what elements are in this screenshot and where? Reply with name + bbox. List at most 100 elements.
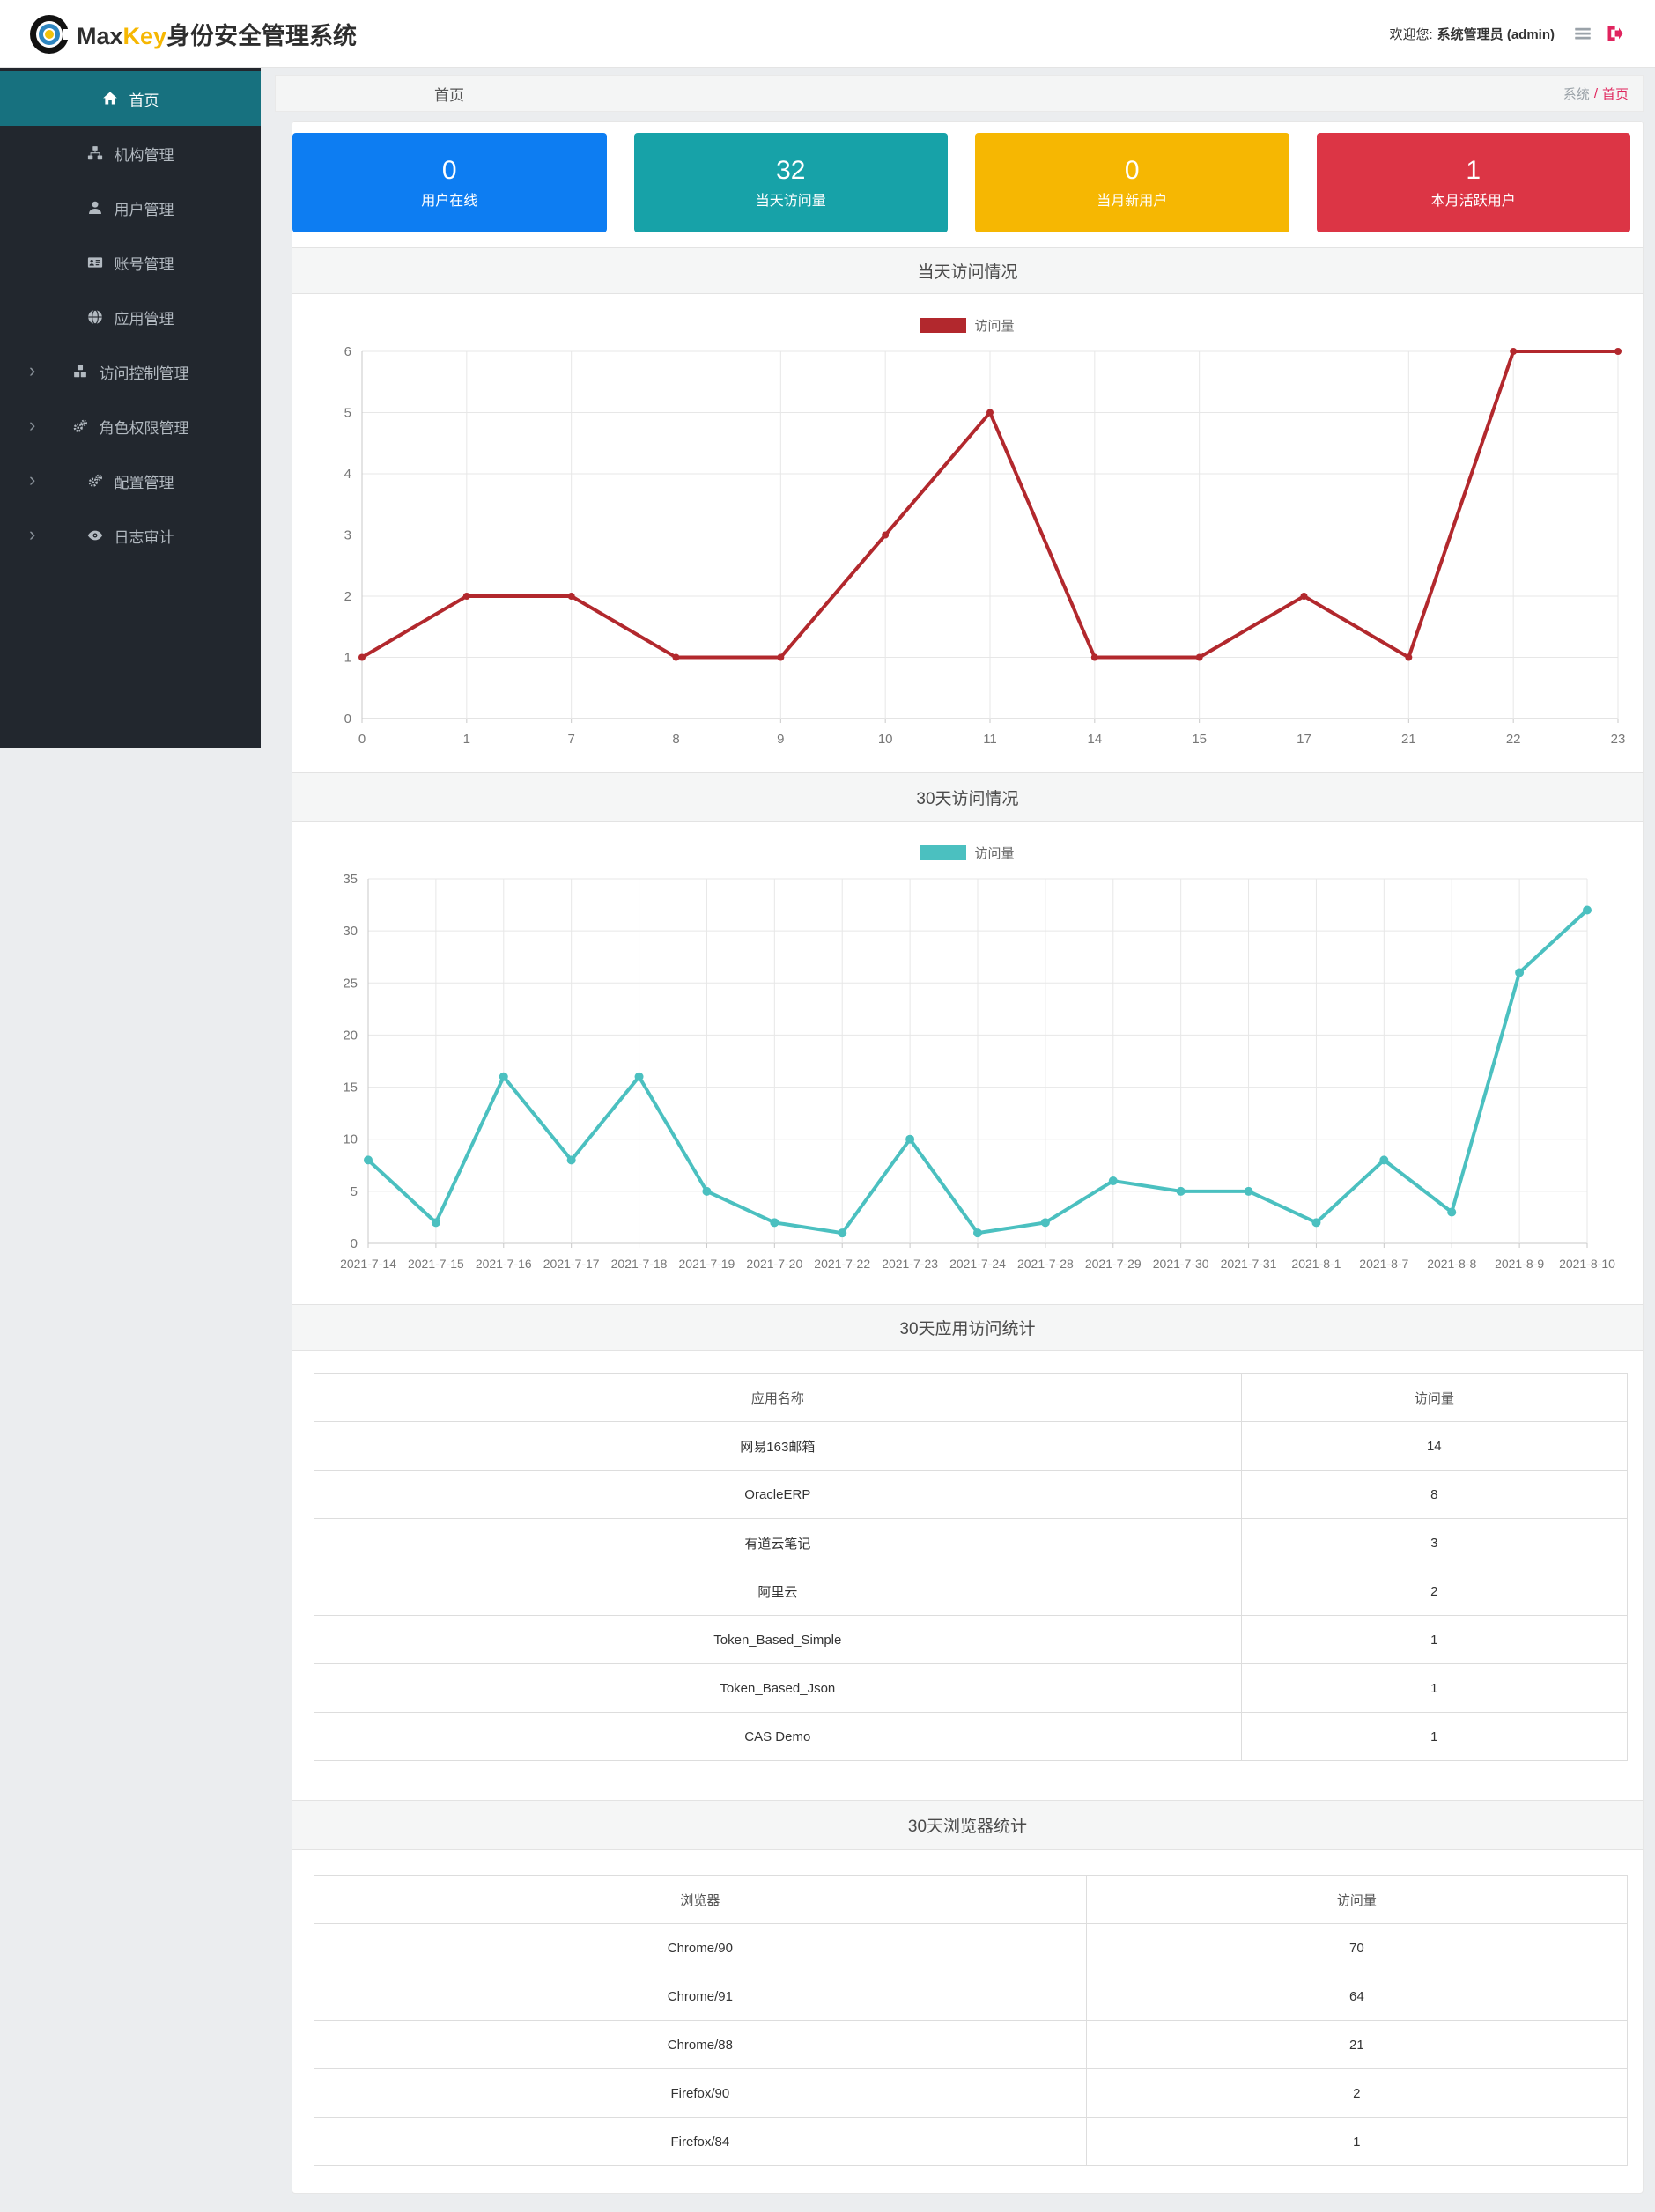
- logout-icon[interactable]: [1606, 25, 1623, 42]
- table-row: Chrome/91 64: [314, 1972, 1629, 2021]
- chart-data-point: [1300, 593, 1308, 600]
- chart-data-point: [567, 593, 575, 600]
- table-cell: 有道云笔记: [314, 1518, 1242, 1567]
- legend-label: 访问量: [974, 846, 1015, 861]
- chevron-right-icon: ›: [29, 414, 36, 437]
- sidebar-item-8[interactable]: › 日志审计: [0, 508, 261, 563]
- table-cell: 1: [1085, 2117, 1629, 2166]
- chart-data-point: [1090, 653, 1098, 661]
- chart-data-point: [634, 1072, 644, 1081]
- table-cell: 1: [1240, 1712, 1629, 1761]
- chart-data-point: [973, 1228, 982, 1238]
- sidebar-item-label: 配置管理: [114, 474, 174, 491]
- top-header: MaxKey身份安全管理系统 欢迎您: 系统管理员 (admin): [0, 0, 1655, 68]
- table-cell: OracleERP: [314, 1470, 1242, 1519]
- breadcrumb-root-link[interactable]: 系统: [1563, 86, 1590, 102]
- svg-text:5: 5: [351, 1184, 358, 1199]
- svg-text:15: 15: [343, 1080, 358, 1095]
- table-cell: 8: [1240, 1470, 1629, 1519]
- section-title: 30天浏览器统计: [907, 1818, 1028, 1836]
- sidebar-item-label: 应用管理: [114, 310, 174, 328]
- stat-card-3: 1 本月活跃用户: [1316, 133, 1630, 232]
- section-header-30day-visits: 30天访问情况: [292, 772, 1643, 822]
- svg-text:25: 25: [343, 976, 358, 991]
- sidebar-item-1[interactable]: 机构管理: [0, 126, 261, 181]
- chart-data-point: [1195, 653, 1203, 661]
- svg-text:2021-7-28: 2021-7-28: [1017, 1257, 1074, 1271]
- breadcrumb-separator: /: [1593, 85, 1598, 101]
- sidebar-item-home[interactable]: 首页: [0, 71, 261, 126]
- home-icon: [102, 91, 118, 107]
- chevron-right-icon: ›: [29, 523, 36, 546]
- chart-data-point: [1614, 348, 1622, 355]
- stat-label: 当天访问量: [755, 193, 826, 209]
- table-row: Token_Based_Json 1: [314, 1663, 1629, 1713]
- chart-data-point: [882, 531, 890, 539]
- sitemap-icon: [87, 145, 103, 161]
- sidebar-item-label: 机构管理: [114, 146, 174, 164]
- breadcrumb-bar: 首页 系统 / 首页: [275, 75, 1644, 112]
- svg-text:2021-7-23: 2021-7-23: [882, 1257, 938, 1271]
- app-title: MaxKey身份安全管理系统: [77, 17, 357, 51]
- svg-text:8: 8: [672, 732, 679, 747]
- table-row: Token_Based_Simple 1: [314, 1615, 1629, 1664]
- chart-data-point: [838, 1228, 847, 1238]
- legend-label: 访问量: [974, 319, 1015, 334]
- table-header-cell: 访问量: [1240, 1373, 1629, 1422]
- table-cell: Chrome/90: [314, 1923, 1087, 1972]
- sidebar-item-label: 首页: [129, 92, 159, 109]
- table-cell: Firefox/84: [314, 2117, 1087, 2166]
- table-cell: 1: [1240, 1615, 1629, 1664]
- sidebar-item-2[interactable]: 用户管理: [0, 181, 261, 235]
- stat-value: 0: [1124, 155, 1140, 185]
- stat-value: 0: [441, 155, 457, 185]
- svg-text:15: 15: [1192, 732, 1207, 747]
- svg-text:2021-7-30: 2021-7-30: [1153, 1257, 1209, 1271]
- svg-text:3: 3: [344, 528, 351, 543]
- svg-text:2021-7-31: 2021-7-31: [1221, 1257, 1277, 1271]
- sidebar-item-5[interactable]: › 访问控制管理: [0, 344, 261, 399]
- table-row: CAS Demo 1: [314, 1712, 1629, 1761]
- svg-text:2021-7-19: 2021-7-19: [679, 1257, 735, 1271]
- eye-icon: [87, 527, 103, 543]
- table-cell: Firefox/90: [314, 2068, 1087, 2118]
- table-cell: 64: [1085, 1972, 1629, 2021]
- table-header-row: 浏览器 访问量: [314, 1875, 1629, 1924]
- svg-text:7: 7: [567, 732, 574, 747]
- chart-data-point: [905, 1134, 915, 1144]
- menu-icon[interactable]: [1574, 25, 1592, 42]
- svg-text:23: 23: [1611, 732, 1626, 747]
- svg-text:2021-8-1: 2021-8-1: [1291, 1257, 1341, 1271]
- sidebar-item-label: 账号管理: [114, 255, 174, 273]
- table-row: Firefox/90 2: [314, 2068, 1629, 2118]
- logo-text-key: Key: [122, 23, 167, 49]
- svg-text:2021-7-24: 2021-7-24: [949, 1257, 1006, 1271]
- logo-text-max: Max: [77, 23, 123, 49]
- data-table: 浏览器 访问量 Chrome/90 70 Chrome/91 64 Chrome/88 21 F…: [314, 1875, 1629, 2166]
- svg-text:2021-7-15: 2021-7-15: [408, 1257, 464, 1271]
- svg-text:10: 10: [878, 732, 893, 747]
- app-stats-table: 应用名称 访问量 网易163邮箱 14 OracleERP 8 有道云笔记 3 阿里云 2 Toke…: [314, 1373, 1629, 1761]
- table-cell: Chrome/88: [314, 2020, 1087, 2069]
- 30day-visits-chart: 访问量 0 5 10 15 20 25 30 35 2021-7-14 2021-7-15 2021…: [292, 822, 1643, 1301]
- chart-data-point: [364, 1155, 373, 1165]
- data-table: 应用名称 访问量 网易163邮箱 14 OracleERP 8 有道云笔记 3 阿里云 2 Toke…: [314, 1373, 1629, 1761]
- browser-stats-table: 浏览器 访问量 Chrome/90 70 Chrome/91 64 Chrome/88 21 F…: [314, 1875, 1629, 2166]
- table-cell: Token_Based_Json: [314, 1663, 1242, 1713]
- table-cell: 网易163邮箱: [314, 1421, 1242, 1471]
- stat-card-1: 32 当天访问量: [633, 133, 948, 232]
- table-cell: 14: [1240, 1421, 1629, 1471]
- sidebar-item-3[interactable]: 账号管理: [0, 235, 261, 290]
- svg-text:0: 0: [344, 712, 351, 726]
- sidebar-item-7[interactable]: › 配置管理: [0, 453, 261, 508]
- svg-text:2021-8-8: 2021-8-8: [1427, 1257, 1476, 1271]
- sidebar-item-label: 日志审计: [114, 528, 174, 546]
- sidebar-item-6[interactable]: › 角色权限管理: [0, 399, 261, 453]
- table-row: Chrome/90 70: [314, 1923, 1629, 1972]
- sidebar-item-4[interactable]: 应用管理: [0, 290, 261, 344]
- table-row: Chrome/88 21: [314, 2020, 1629, 2069]
- chart-data-point: [431, 1218, 440, 1228]
- table-cell: 2: [1085, 2068, 1629, 2118]
- table-cell: 21: [1085, 2020, 1629, 2069]
- breadcrumb-current-link[interactable]: 首页: [1601, 86, 1629, 102]
